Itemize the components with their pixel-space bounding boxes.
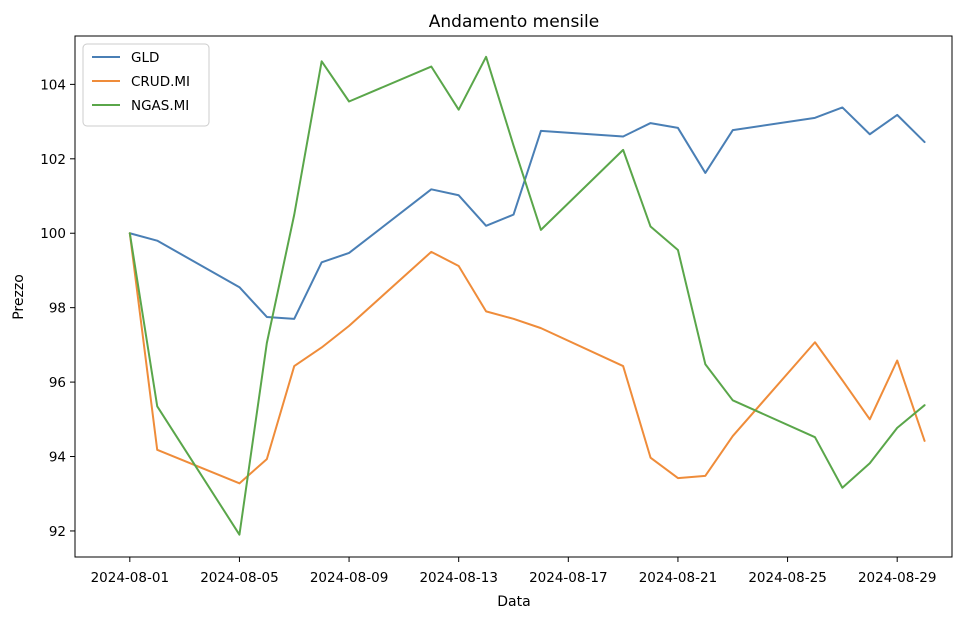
series-layer bbox=[128, 55, 926, 536]
x-axis: 2024-08-01 2024-08-05 2024-08-09 2024-08-13… bbox=[91, 557, 936, 586]
x-axis-label: Data bbox=[497, 594, 530, 610]
y-tick-label: 92 bbox=[49, 524, 66, 540]
legend-label: NGAS.MI bbox=[131, 98, 189, 114]
x-tick-label: 2024-08-05 bbox=[200, 570, 278, 586]
y-tick-label: 104 bbox=[40, 77, 66, 93]
legend-label: GLD bbox=[131, 50, 159, 66]
x-tick-label: 2024-08-29 bbox=[858, 570, 936, 586]
series-line-crud-mi bbox=[128, 232, 926, 485]
x-tick-label: 2024-08-01 bbox=[91, 570, 169, 586]
legend: GLD CRUD.MI NGAS.MI bbox=[82, 43, 210, 127]
x-tick-label: 2024-08-09 bbox=[310, 570, 388, 586]
y-axis-label: Prezzo bbox=[11, 274, 27, 320]
chart-title: Andamento mensile bbox=[429, 12, 599, 32]
y-tick-label: 102 bbox=[40, 152, 66, 168]
y-tick-label: 94 bbox=[49, 450, 66, 466]
legend-label: CRUD.MI bbox=[131, 74, 190, 90]
x-tick-label: 2024-08-17 bbox=[529, 570, 607, 586]
x-tick-label: 2024-08-25 bbox=[748, 570, 826, 586]
series-line-gld bbox=[128, 106, 926, 320]
x-tick-label: 2024-08-21 bbox=[639, 570, 717, 586]
y-tick-label: 100 bbox=[40, 226, 66, 242]
x-tick-label: 2024-08-13 bbox=[419, 570, 497, 586]
plot-frame bbox=[74, 35, 953, 558]
y-tick-label: 98 bbox=[49, 301, 66, 317]
y-tick-label: 96 bbox=[49, 375, 66, 391]
y-axis: 92 94 96 98 100 102 104 bbox=[40, 77, 75, 540]
series-line-ngas-mi bbox=[128, 55, 926, 536]
